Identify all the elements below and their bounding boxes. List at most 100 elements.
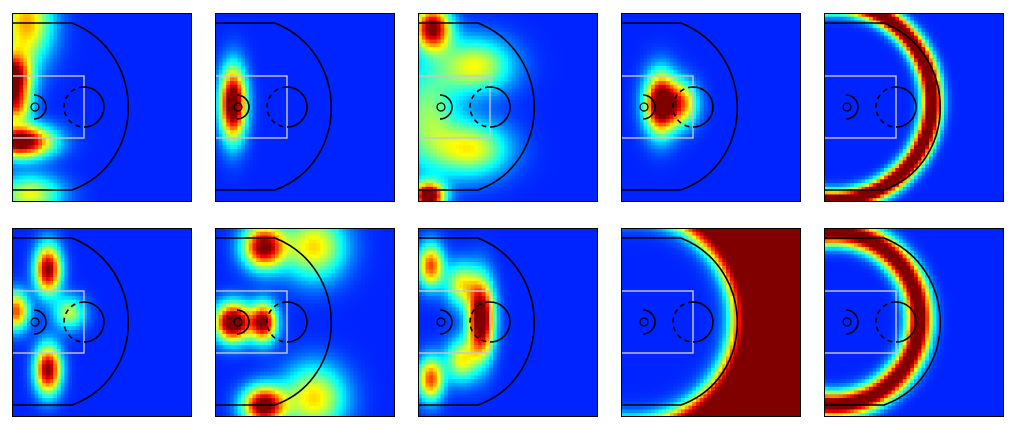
heatmap-panel-2 [215,13,395,202]
heatmap-cell [12,58,17,63]
heatmap-cell [391,183,395,188]
heatmap-cell [361,77,366,82]
heatmap-cell [42,16,47,22]
heatmap-cell [353,167,359,173]
heatmap-cell [263,88,269,93]
heatmap-cell [271,126,276,131]
heatmap-cell [128,133,133,139]
heatmap-cell [143,133,148,139]
heatmap-cell [218,118,224,124]
heatmap-cell [53,103,58,109]
heatmap-cell [230,141,235,146]
heatmap-cell [162,103,167,109]
heatmap-cell [222,160,227,165]
heatmap-cell [79,65,84,71]
heatmap-cell [12,28,17,33]
heatmap-cell [275,50,280,56]
heatmap-cell [90,107,96,112]
heatmap-cell [147,198,152,202]
heatmap-cell [57,69,62,75]
heatmap-cell [391,54,395,59]
heatmap-cell [60,103,66,109]
heatmap-cell [301,190,306,196]
heatmap-cell [45,99,51,105]
heatmap-cell [120,96,126,101]
heatmap-cell [267,118,272,124]
heatmap-cell [387,190,392,196]
heatmap-cell [233,24,239,29]
heatmap-cell [27,47,32,52]
heatmap-cell [15,43,21,48]
heatmap-cell [267,156,272,162]
heatmap-cell [177,137,182,143]
heatmap-cell [335,111,340,116]
heatmap-cell [301,183,306,188]
heatmap-cell [286,88,291,93]
heatmap-cell [165,171,171,177]
heatmap-cell [256,50,261,56]
heatmap-cell [335,99,340,105]
heatmap-cell [27,156,32,162]
heatmap-cell [12,115,17,120]
heatmap-cell [361,65,366,71]
heatmap-cell [275,190,280,196]
heatmap-cell [233,28,239,33]
heatmap-cell [143,149,148,154]
heatmap-cell [68,103,73,109]
heatmap-cell [305,141,310,146]
heatmap-cell [79,58,84,63]
heatmap-cell [241,118,246,124]
heatmap-cell [143,156,148,162]
heatmap-cell [316,141,321,146]
heatmap-cell [297,39,302,44]
heatmap-cell [113,81,118,86]
heatmap-cell [215,43,220,48]
heatmap-cell [68,183,73,188]
heatmap-cell [316,20,321,25]
heatmap-cell [278,141,284,146]
heatmap-cell [297,84,302,90]
heatmap-cell [117,133,122,139]
heatmap-cell [237,69,242,75]
heatmap-cell [75,179,81,184]
heatmap-cell [68,115,73,120]
heatmap-cell [87,77,92,82]
heatmap-cell [72,58,77,63]
heatmap-cell [45,62,51,67]
heatmap-cell [308,107,314,112]
heatmap-cell [365,43,370,48]
heatmap-cell [421,24,427,29]
heatmap-cell [335,198,340,202]
heatmap-cell [117,81,122,86]
heatmap-cell [23,43,28,48]
heatmap-cell [586,20,592,25]
heatmap-cell [150,43,156,48]
heatmap-cell [98,69,103,75]
heatmap-cell [222,141,227,146]
heatmap-cell [327,73,332,78]
heatmap-cell [515,20,520,25]
heatmap-cell [320,16,325,22]
heatmap-cell [331,73,336,78]
heatmap-cell [290,183,295,188]
heatmap-cell [372,198,377,202]
heatmap-cell [120,156,126,162]
heatmap-cell [105,77,111,82]
heatmap-cell [27,103,32,109]
heatmap-cell [102,35,107,41]
heatmap-cell [305,39,310,44]
heatmap-cell [338,115,344,120]
heatmap-cell [286,156,291,162]
heatmap-cell [357,115,362,120]
heatmap-cell [150,24,156,29]
heatmap-cell [380,20,385,25]
heatmap-cell [150,137,156,143]
heatmap-cell [391,96,395,101]
heatmap-cell [169,133,174,139]
heatmap-cell [188,81,192,86]
heatmap-cell [49,88,54,93]
heatmap-cell [90,133,96,139]
heatmap-cell [346,69,351,75]
heatmap-cell [90,164,96,169]
heatmap-cell [90,73,96,78]
